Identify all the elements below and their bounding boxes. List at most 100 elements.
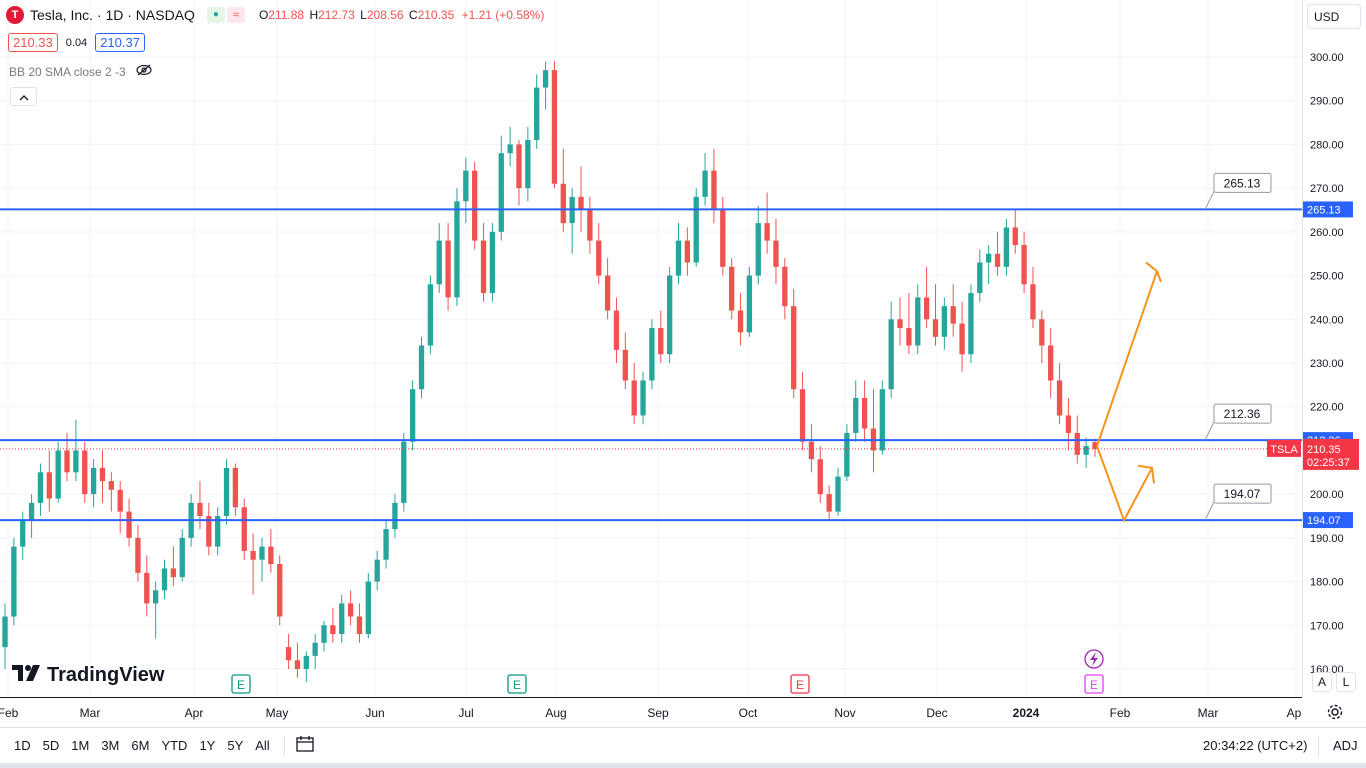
candle-body [303, 655, 309, 669]
timeframe-1m-button[interactable]: 1M [71, 738, 90, 753]
candle-body [986, 253, 992, 263]
candle-body [1074, 432, 1080, 455]
timeframe-5y-button[interactable]: 5Y [227, 738, 244, 753]
candle-body [525, 140, 531, 189]
candle-body [853, 397, 859, 433]
candle-body [702, 170, 708, 197]
timeframe-1d-button[interactable]: 1D [14, 738, 31, 753]
timeframe-all-button[interactable]: All [255, 738, 270, 753]
candle-body [932, 319, 939, 337]
candle-body [241, 507, 247, 551]
candle-body [312, 642, 318, 656]
candle-body [844, 432, 850, 477]
candle-body [383, 529, 389, 560]
candle-body [923, 297, 930, 320]
level-callout-label: 212.36 [1224, 407, 1261, 421]
candle-body [46, 472, 52, 499]
high-value: 212.73 [318, 8, 355, 22]
chevron-up-icon [19, 90, 29, 104]
candle-body [658, 328, 664, 355]
level-callout-box [1213, 403, 1272, 424]
candle-body [817, 459, 823, 495]
auto-scale-button[interactable]: A [1312, 672, 1332, 692]
time-tick-label: Mar [1198, 706, 1219, 720]
chart-pane[interactable]: 265.13 212.36 194.07 TSLA E E E E T Tesla, Inc.… [0, 0, 1302, 697]
time-tick-label: Oct [739, 706, 758, 720]
timeframe-5d-button[interactable]: 5D [42, 738, 60, 753]
price-tick-label: 250.00 [1310, 271, 1344, 283]
collapse-legend-button[interactable] [10, 87, 37, 106]
open-value: 211.88 [268, 8, 305, 22]
timeframe-1y-button[interactable]: 1Y [199, 738, 216, 753]
level-price-tag [1303, 201, 1353, 218]
date-range-calendar-icon[interactable] [295, 735, 315, 756]
candlestick-chart[interactable]: 265.13 212.36 194.07 TSLA E E E E [0, 0, 1302, 697]
timeframe-3m-button[interactable]: 3M [101, 738, 120, 753]
candle-body [20, 520, 26, 547]
candle-body [861, 397, 868, 429]
candle-body [445, 240, 451, 298]
candle-body [170, 568, 177, 578]
low-value: 208.56 [366, 8, 404, 22]
timeframe-6m-button[interactable]: 6M [131, 738, 150, 753]
candle-body [915, 297, 921, 346]
projection-arrow-up-head [1145, 261, 1162, 283]
candle-body [232, 467, 239, 508]
candle-body [223, 467, 230, 516]
price-tick-label: 280.00 [1310, 139, 1344, 151]
currency-select[interactable]: USD [1307, 4, 1361, 29]
price-tick-label: 180.00 [1310, 577, 1344, 589]
settings-gear-icon[interactable] [1326, 703, 1344, 721]
candle-body [392, 502, 398, 530]
candle-body [507, 144, 513, 154]
candle-body [99, 467, 106, 482]
timeframe-ytd-button[interactable]: YTD [161, 738, 188, 753]
candle-body [879, 389, 885, 451]
change-value: +1.21 (+0.58%) [461, 8, 545, 22]
symbol-price-tag [1267, 439, 1301, 457]
last-price-value: 210.35 [1307, 444, 1341, 456]
ask-price[interactable]: 210.37 [95, 33, 145, 52]
candle-body [427, 284, 434, 346]
tradingview-logo[interactable]: TradingView [12, 664, 164, 687]
candle-body [489, 231, 496, 294]
symbol-title[interactable]: Tesla, Inc. · 1D · NASDAQ [30, 7, 195, 23]
timeframe-buttons: 1D 5D 1M 3M 6M YTD 1Y 5Y All [8, 738, 276, 753]
indicator-legend[interactable]: BB 20 SMA close 2 -3 [9, 64, 152, 79]
eye-crossed-icon[interactable] [136, 64, 152, 79]
candle-body [82, 450, 88, 495]
level-callout-label: 265.13 [1224, 176, 1261, 190]
divider [283, 735, 285, 756]
price-tick-label: 260.00 [1310, 227, 1344, 239]
clock-display[interactable]: 20:34:22 (UTC+2) [1203, 738, 1308, 753]
adjust-data-toggle[interactable]: ADJ [1333, 738, 1358, 753]
projection-arrow-zigzag [1096, 445, 1153, 523]
candle-body [560, 183, 566, 224]
earnings-marker [507, 674, 527, 694]
price-tick-label: 220.00 [1310, 402, 1344, 414]
candle-body [791, 306, 797, 390]
price-axis[interactable]: USD 300.00 290.00 280.00 270.00 260.00 250.00… [1302, 0, 1366, 697]
candle-body [711, 170, 717, 210]
time-tick-label: May [266, 706, 289, 720]
tradingview-logo-icon [12, 664, 42, 687]
candle-body [835, 476, 841, 512]
candle-body [782, 266, 788, 307]
level-callout-label: 194.07 [1224, 487, 1261, 501]
candle-body [826, 494, 832, 512]
candle-body [604, 275, 611, 311]
time-tick-label: Nov [834, 706, 855, 720]
price-tick-label: 230.00 [1310, 358, 1344, 370]
time-tick-label: Mar [80, 706, 101, 720]
time-axis[interactable]: Feb Mar Apr May Jun Jul Aug Sep Oct Nov Dec 2024 Feb… [0, 697, 1302, 727]
auto-scale-label: A [1317, 675, 1326, 689]
time-tick-label: Dec [926, 706, 947, 720]
candle-body [666, 275, 673, 355]
bid-price[interactable]: 210.33 [8, 33, 58, 52]
candle-body [977, 262, 983, 294]
candle-body [578, 196, 584, 210]
projection-arrow-up [1096, 270, 1158, 447]
log-scale-button[interactable]: L [1336, 672, 1356, 692]
time-tick-label: Feb [1110, 706, 1131, 720]
earnings-marker [1084, 674, 1104, 694]
